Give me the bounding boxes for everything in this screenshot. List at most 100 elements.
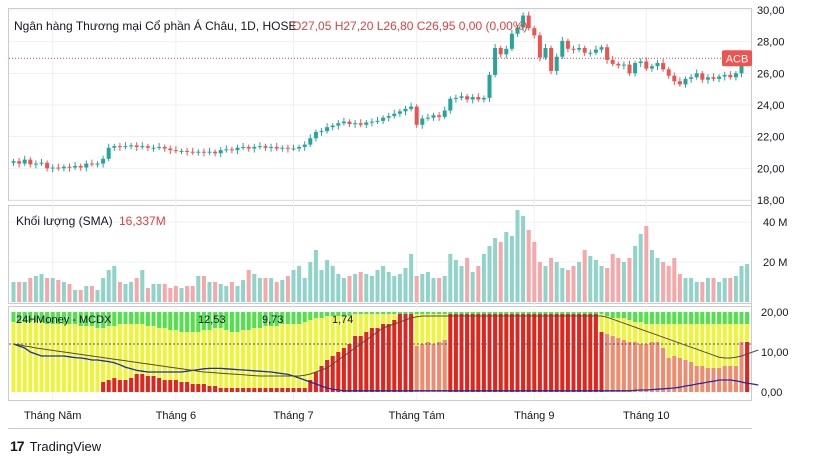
candle-body (593, 49, 598, 53)
volume-bar (129, 282, 134, 302)
volume-bar (73, 290, 78, 302)
mcdx-yellow-bar (700, 312, 705, 392)
mcdx-yellow-bar (56, 312, 61, 392)
indicator-tick-label: 20,00 (761, 307, 789, 319)
mcdx-red-bar (745, 342, 750, 392)
mcdx-red-bar (369, 328, 374, 392)
mcdx-yellow-bar (241, 312, 246, 392)
tradingview-brand[interactable]: 17 TradingView (10, 437, 101, 455)
mcdx-green-bar (599, 312, 604, 314)
mcdx-red-bar (565, 314, 570, 392)
tradingview-name: TradingView (29, 438, 102, 454)
mcdx-green-bar (571, 312, 576, 314)
volume-bar (554, 262, 559, 302)
mcdx-yellow-bar (39, 312, 44, 392)
mcdx-green-bar (106, 312, 111, 326)
mcdx-green-bar (711, 312, 716, 324)
volume-bar (700, 282, 705, 302)
mcdx-red-bar (610, 336, 615, 392)
mcdx-yellow-bar (246, 312, 251, 392)
candle-body (358, 123, 363, 125)
volume-bar (17, 282, 22, 302)
volume-bar (89, 286, 94, 302)
candle-body (666, 69, 671, 76)
mcdx-green-bar (280, 312, 285, 324)
mcdx-red-bar (577, 314, 582, 392)
mcdx-green-bar (302, 312, 307, 322)
mcdx-green-bar (515, 312, 520, 314)
mcdx-yellow-bar (257, 312, 262, 392)
candle-body (733, 73, 738, 78)
mcdx-green-bar (134, 312, 139, 324)
mcdx-green-bar (745, 312, 750, 324)
mcdx-green-bar (246, 312, 251, 330)
mcdx-red-bar (157, 378, 162, 392)
volume-bar (11, 282, 16, 302)
candle-body (134, 145, 139, 147)
candle-body (470, 97, 475, 100)
mcdx-yellow-bar (325, 312, 330, 392)
mcdx-green-bar (358, 312, 363, 314)
volume-bar (45, 278, 50, 302)
volume-bar (733, 276, 738, 302)
mcdx-red-bar (257, 388, 262, 392)
mcdx-red-bar (403, 314, 408, 392)
volume-tick-label: 20 M (763, 257, 787, 269)
volume-bar (448, 254, 453, 302)
mcdx-red-bar (353, 336, 358, 392)
candle-body (112, 146, 117, 148)
mcdx-green-bar (498, 312, 503, 314)
mcdx-red-bar (739, 342, 744, 392)
mcdx-red-bar (476, 314, 481, 392)
chart-title: Ngân hàng Thương mại Cổ phần Á Châu, 1D,… (14, 18, 297, 33)
volume-bar (353, 274, 358, 302)
mcdx-green-bar (610, 312, 615, 318)
candlestick-series (9, 11, 750, 173)
mcdx-green-bar (123, 312, 128, 324)
volume-bar (571, 266, 576, 302)
mcdx-green-bar (722, 312, 727, 324)
volume-bar (381, 266, 386, 302)
candle-body (347, 121, 352, 124)
mcdx-green-bar (50, 312, 55, 324)
mcdx-red-bar (274, 388, 279, 392)
candle-body (599, 47, 604, 50)
volume-bar (689, 278, 694, 302)
mcdx-red-bar (106, 380, 111, 392)
mcdx-green-bar (465, 312, 470, 314)
mcdx-red-bar (229, 388, 234, 392)
candle-body (285, 147, 290, 149)
volume-bar (151, 284, 156, 302)
volume-tick-label: 40 M (763, 217, 787, 229)
candle-body (101, 158, 106, 164)
mcdx-green-bar (476, 312, 481, 314)
mcdx-yellow-bar (683, 312, 688, 392)
mcdx-red-bar (644, 344, 649, 392)
mcdx-red-bar (437, 342, 442, 392)
mcdx-yellow-bar (117, 312, 122, 392)
mcdx-red-bar (694, 366, 699, 392)
mcdx-red-bar (269, 388, 274, 392)
candle-body (397, 111, 402, 114)
mcdx-green-bar (101, 312, 106, 328)
volume-bar (235, 286, 240, 302)
volume-bar (358, 272, 363, 302)
mcdx-yellow-bar (717, 312, 722, 392)
mcdx-yellow-bar (705, 312, 710, 392)
mcdx-red-bar (521, 314, 526, 392)
mcdx-green-bar (112, 312, 117, 326)
mcdx-green-bar (683, 312, 688, 324)
mcdx-red-bar (431, 344, 436, 392)
mcdx-red-bar (689, 362, 694, 392)
mcdx-green-bar (45, 312, 50, 324)
candle-body (728, 74, 733, 78)
volume-bar (280, 280, 285, 302)
candle-body (73, 165, 78, 168)
indicator-value-3: 1,74 (332, 314, 353, 326)
mcdx-green-bar (554, 312, 559, 314)
mcdx-red-bar (224, 388, 229, 392)
mcdx-red-bar (459, 314, 464, 392)
mcdx-yellow-bar (677, 312, 682, 392)
